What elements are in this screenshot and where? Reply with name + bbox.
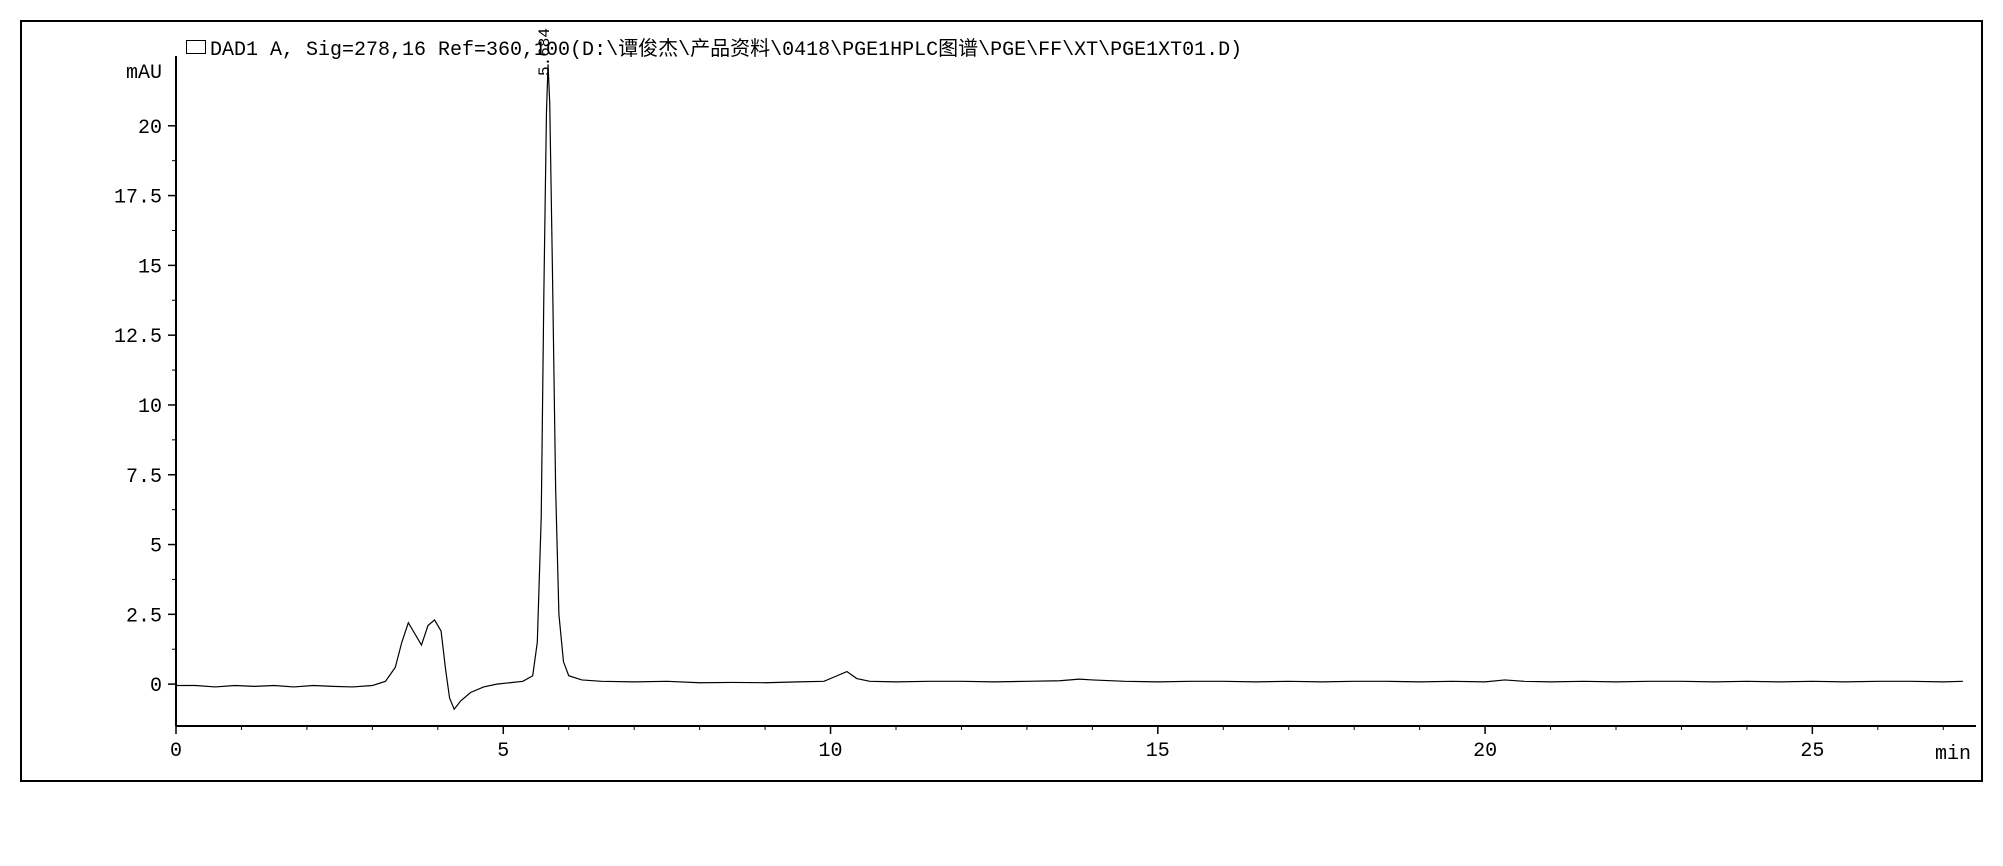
legend-swatch xyxy=(186,40,206,54)
svg-text:10: 10 xyxy=(138,396,162,419)
chart-legend: DAD1 A, Sig=278,16 Ref=360,100(D:\谭俊杰\产品… xyxy=(186,32,1242,62)
svg-text:15: 15 xyxy=(138,256,162,279)
legend-text: DAD1 A, Sig=278,16 Ref=360,100(D:\谭俊杰\产品… xyxy=(210,32,1242,62)
svg-text:2.5: 2.5 xyxy=(126,605,162,628)
plot-area: DAD1 A, Sig=278,16 Ref=360,100(D:\谭俊杰\产品… xyxy=(26,26,1977,776)
svg-text:5: 5 xyxy=(497,740,509,763)
chart-svg: 0 2.5 5 7.5 10 12.5 15 17.5 20 0 5 10 15 20 25 xyxy=(26,26,1989,776)
y-axis-unit: mAU xyxy=(126,62,162,85)
svg-text:0: 0 xyxy=(150,675,162,698)
svg-text:0: 0 xyxy=(170,740,182,763)
svg-text:15: 15 xyxy=(1146,740,1170,763)
svg-text:10: 10 xyxy=(819,740,843,763)
svg-text:25: 25 xyxy=(1800,740,1824,763)
peak-retention-label: 5.684 xyxy=(536,28,554,76)
x-axis-unit: min xyxy=(1935,743,1971,766)
svg-text:7.5: 7.5 xyxy=(126,466,162,489)
hplc-chromatogram: DAD1 A, Sig=278,16 Ref=360,100(D:\谭俊杰\产品… xyxy=(20,20,1983,782)
svg-text:5: 5 xyxy=(150,536,162,559)
svg-text:20: 20 xyxy=(138,117,162,140)
svg-text:12.5: 12.5 xyxy=(114,326,162,349)
svg-text:20: 20 xyxy=(1473,740,1497,763)
svg-text:17.5: 17.5 xyxy=(114,187,162,210)
